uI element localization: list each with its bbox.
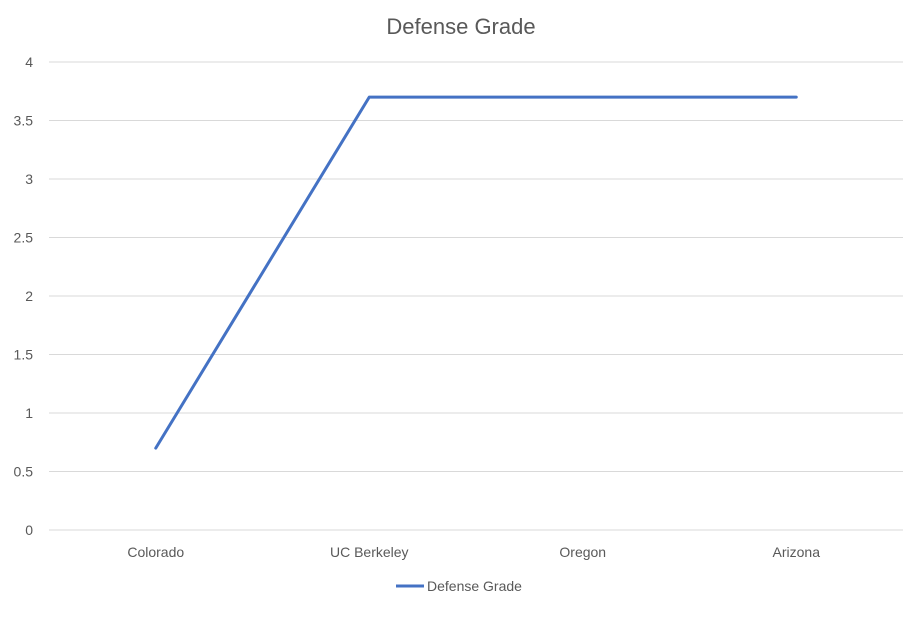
y-axis-ticks: 0 0.5 1 1.5 2 2.5 3 3.5 4 <box>14 54 34 538</box>
y-tick-label: 3 <box>25 171 33 187</box>
x-tick-label: UC Berkeley <box>330 544 409 560</box>
y-tick-label: 2 <box>25 288 33 304</box>
y-tick-label: 3.5 <box>14 113 34 129</box>
x-tick-label: Arizona <box>773 544 821 560</box>
y-tick-label: 0.5 <box>14 464 34 480</box>
legend-label: Defense Grade <box>427 578 522 594</box>
x-tick-label: Oregon <box>559 544 606 560</box>
y-tick-label: 1.5 <box>14 347 34 363</box>
gridlines <box>49 61 903 531</box>
x-tick-label: Colorado <box>127 544 184 560</box>
series-line <box>154 95 798 450</box>
y-tick-label: 1 <box>25 405 33 421</box>
series-lines <box>154 95 798 450</box>
x-axis-ticks: Colorado UC Berkeley Oregon Arizona <box>127 544 820 560</box>
y-tick-label: 2.5 <box>14 230 34 246</box>
y-tick-label: 4 <box>25 54 33 70</box>
chart-title: Defense Grade <box>386 14 535 39</box>
legend: Defense Grade <box>396 578 522 594</box>
y-tick-label: 0 <box>25 522 33 538</box>
